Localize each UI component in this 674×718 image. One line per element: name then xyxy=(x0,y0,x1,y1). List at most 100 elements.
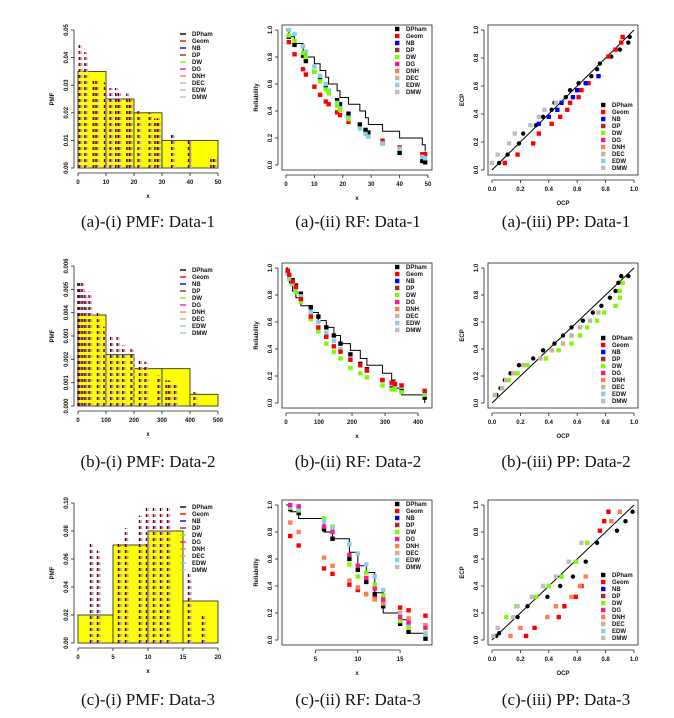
point-geom xyxy=(296,543,301,548)
point-edw xyxy=(397,612,403,617)
y-tick-label: 0.10 xyxy=(64,497,70,509)
point-dw xyxy=(525,363,530,368)
legend-swatch-nb xyxy=(395,40,400,46)
legend-label-edw: EDW xyxy=(612,159,626,165)
legend-swatch-dmw xyxy=(395,89,400,95)
point-edw xyxy=(364,562,369,567)
point-dnh xyxy=(406,616,411,621)
legend-swatch-dw xyxy=(395,529,400,535)
legend-label-dg: DG xyxy=(406,300,415,306)
point-edw xyxy=(317,73,323,79)
legend-swatch-edw xyxy=(395,557,400,563)
y-tick-label: 0.6 xyxy=(474,81,480,90)
point-dmw xyxy=(511,614,516,620)
legend-label-dnh: DNH xyxy=(612,378,625,384)
point-geom xyxy=(601,519,607,524)
legend-swatch-edw xyxy=(601,158,606,164)
y-tick-label: 0.05 xyxy=(64,24,70,36)
y-tick-label: 0.6 xyxy=(268,317,274,326)
y-tick-label: 0.08 xyxy=(64,525,70,537)
point-edw xyxy=(397,146,402,151)
legend-label-dw: DW xyxy=(406,293,416,299)
point-dpham xyxy=(357,122,363,127)
legend-label-dg: DG xyxy=(192,67,201,73)
point-geom xyxy=(392,381,398,387)
point-geom xyxy=(567,100,573,105)
empirical-step-line xyxy=(286,504,426,640)
legend-swatch-nb xyxy=(601,586,606,592)
y-tick-label: 0.02 xyxy=(64,106,70,118)
point-geom xyxy=(562,604,567,609)
caption-b2: (b)-(ii) RF: Data-2 xyxy=(294,452,422,471)
x-tick-label: 10 xyxy=(103,180,110,186)
legend-swatch-nb xyxy=(395,278,400,284)
point-nb xyxy=(596,74,601,79)
point-geom xyxy=(606,54,611,59)
legend-swatch-dg xyxy=(601,370,606,376)
point-dw xyxy=(338,356,343,361)
y-tick-label: 0.8 xyxy=(268,52,274,61)
point-dw xyxy=(556,348,561,353)
x-axis-label: OCP xyxy=(556,201,569,207)
point-dnh xyxy=(583,574,588,579)
legend-label-edw: EDW xyxy=(406,321,420,327)
legend-label-dg: DG xyxy=(192,540,201,546)
plot-frame xyxy=(281,262,433,409)
legend-swatch-dnh xyxy=(395,306,400,312)
y-tick-label: 0.0 xyxy=(268,398,274,407)
legend-swatch-dnh xyxy=(395,68,400,74)
plot-frame xyxy=(487,24,639,176)
point-dpham xyxy=(552,341,557,346)
point-dpham xyxy=(614,528,620,533)
point-dw xyxy=(300,50,306,56)
point-edw xyxy=(372,574,377,579)
point-dpham xyxy=(317,76,323,81)
legend-swatch-dp xyxy=(601,356,606,362)
point-dpham xyxy=(569,325,574,330)
point-dpham xyxy=(525,604,530,609)
y-tick-label: 0.002 xyxy=(64,351,70,367)
point-dmw xyxy=(542,107,547,112)
point-dpham xyxy=(626,40,631,45)
point-dpham xyxy=(300,53,306,58)
point-edw xyxy=(298,294,304,299)
point-dpham xyxy=(366,130,371,135)
legend-swatch-dg xyxy=(601,137,606,143)
point-dpham xyxy=(613,288,618,294)
x-tick-label: 300 xyxy=(157,418,168,424)
legend-label-dnh: DNH xyxy=(192,74,205,80)
point-geom xyxy=(323,99,328,104)
x-tick-label: 0.0 xyxy=(488,187,497,193)
x-tick-label: 0.2 xyxy=(516,420,525,426)
point-dw xyxy=(613,303,618,308)
legend-swatch-edw xyxy=(601,628,606,634)
chart-svg-a3: 0.0 0.2 0.4 0.6 0.8 1.0 0.0 0.2 0.4 0.6 0.8 1.0 OCP E… xyxy=(460,24,639,207)
y-tick-label: 0.8 xyxy=(268,527,274,536)
point-dpham xyxy=(530,356,536,361)
x-tick-label: 0.4 xyxy=(545,657,554,663)
point-edw xyxy=(420,154,425,160)
point-dw xyxy=(406,625,411,631)
legend-label-dmw: DMW xyxy=(192,331,207,337)
x-tick-label: 20 xyxy=(339,182,346,188)
legend-label-dnh: DNH xyxy=(612,145,625,151)
point-edw xyxy=(363,131,368,137)
y-axis-label: PMF xyxy=(50,566,56,579)
point-dec xyxy=(499,385,505,391)
legend-label-dw: DW xyxy=(612,364,622,370)
point-dpham xyxy=(545,594,550,599)
legend-label-dg: DG xyxy=(192,303,201,309)
point-nb xyxy=(570,95,576,100)
legend-label-nb: NB xyxy=(612,117,621,123)
caption-b3: (b)-(iii) PP: Data-2 xyxy=(501,452,631,471)
point-dpham xyxy=(515,614,520,620)
point-dpham xyxy=(363,127,368,133)
y-tick-label: 0.01 xyxy=(64,134,70,146)
x-tick-label: 0.8 xyxy=(601,657,610,663)
legend-label-dw: DW xyxy=(406,55,416,61)
y-tick-label: 0.000 xyxy=(64,398,70,414)
x-tick-label: 0.0 xyxy=(488,657,497,663)
point-geom xyxy=(312,84,317,89)
chart-b1: 0 100 200 300 400 500 0.000 0.001 0.002 0.003 0.00… xyxy=(40,258,230,448)
